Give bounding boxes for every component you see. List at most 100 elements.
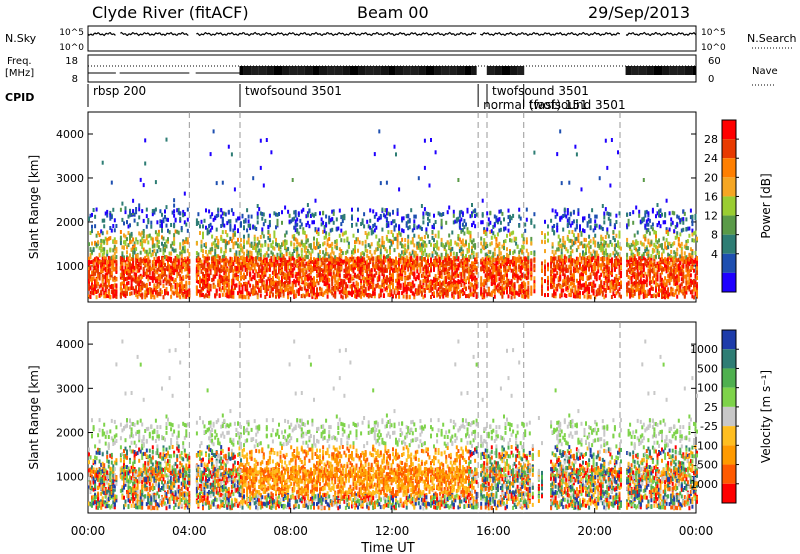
echo-cell xyxy=(223,224,225,228)
echo-cell xyxy=(132,254,134,258)
echo-cell xyxy=(366,235,368,239)
echo-cell xyxy=(102,287,104,291)
echo-cell xyxy=(243,252,245,256)
echo-cell xyxy=(178,208,180,212)
echo-cell xyxy=(383,241,385,245)
echo-cell xyxy=(292,285,294,289)
echo-cell xyxy=(153,295,155,299)
echo-cell xyxy=(201,244,203,248)
echo-cell xyxy=(260,166,262,170)
echo-cell xyxy=(410,208,412,212)
echo-cell xyxy=(447,292,449,296)
echo-cell xyxy=(111,215,113,219)
echo-cell xyxy=(384,259,386,263)
echo-cell xyxy=(470,234,472,238)
echo-cell xyxy=(413,267,415,271)
echo-cell xyxy=(339,209,341,213)
echo-cell xyxy=(293,290,295,294)
echo-cell xyxy=(266,292,268,296)
echo-cell xyxy=(353,269,355,273)
echo-cell xyxy=(395,223,397,227)
echo-cell xyxy=(257,212,259,216)
echo-cell xyxy=(103,251,105,255)
echo-cell xyxy=(188,276,190,280)
echo-cell xyxy=(374,152,376,156)
echo-cell xyxy=(184,249,186,253)
echo-cell xyxy=(328,232,330,236)
echo-cell xyxy=(354,246,356,250)
echo-cell xyxy=(272,240,274,244)
echo-cell xyxy=(216,181,218,185)
echo-cell xyxy=(114,228,116,232)
echo-cell xyxy=(153,243,155,247)
echo-cell xyxy=(321,217,323,221)
echo-cell xyxy=(435,286,437,290)
echo-cell xyxy=(289,280,291,284)
echo-cell xyxy=(363,212,365,216)
echo-cell xyxy=(181,281,183,285)
echo-cell xyxy=(108,291,110,295)
echo-cell xyxy=(232,291,234,295)
echo-cell xyxy=(378,129,380,133)
echo-cell xyxy=(316,238,318,242)
echo-cell xyxy=(333,221,335,225)
freq-tick-bottom: 8 xyxy=(72,74,78,85)
echo-cell xyxy=(156,249,158,253)
echo-cell xyxy=(356,223,358,227)
echo-cell xyxy=(395,294,397,298)
echo-cell xyxy=(94,224,96,228)
echo-cell xyxy=(205,250,207,254)
echo-cell xyxy=(354,249,356,253)
echo-cell xyxy=(210,284,212,288)
echo-cell xyxy=(143,183,145,187)
echo-cell xyxy=(106,275,108,279)
echo-cell xyxy=(451,247,453,251)
echo-cell xyxy=(413,243,415,247)
echo-cell xyxy=(173,204,175,208)
echo-cell xyxy=(178,260,180,264)
echo-cell xyxy=(400,260,402,264)
echo-cell xyxy=(143,267,145,271)
echo-cell xyxy=(161,224,163,228)
echo-cell xyxy=(225,249,227,253)
echo-cell xyxy=(394,248,396,252)
echo-cell xyxy=(301,287,303,291)
echo-cell xyxy=(125,206,127,210)
echo-cell xyxy=(463,275,465,279)
echo-cell xyxy=(460,283,462,287)
echo-cell xyxy=(450,252,452,256)
echo-cell xyxy=(120,241,122,245)
echo-cell xyxy=(429,253,431,257)
echo-cell xyxy=(143,231,145,235)
echo-cell xyxy=(120,208,122,212)
echo-cell xyxy=(115,249,117,253)
echo-cell xyxy=(330,272,332,276)
echo-cell xyxy=(400,233,402,237)
echo-cell xyxy=(395,152,397,156)
echo-cell xyxy=(328,278,330,282)
echo-cell xyxy=(166,205,168,209)
nsky-label: N.Sky xyxy=(5,32,37,45)
echo-cell xyxy=(331,217,333,221)
echo-cell xyxy=(462,239,464,243)
echo-cell xyxy=(386,181,388,185)
cpid-segment-label: twofsound 3501 xyxy=(529,98,626,112)
echo-cell xyxy=(204,219,206,223)
echo-cell xyxy=(232,295,234,299)
echo-cell xyxy=(389,249,391,253)
echo-cell xyxy=(383,294,385,298)
echo-cell xyxy=(257,220,259,224)
range-time-plot: Clyde River (fitACF) Beam 00 29/Sep/2013… xyxy=(0,0,800,554)
echo-cell xyxy=(457,243,459,247)
echo-cell xyxy=(386,217,388,221)
echo-cell xyxy=(313,237,315,241)
echo-cell xyxy=(375,235,377,239)
echo-cell xyxy=(222,293,224,297)
echo-cell xyxy=(248,215,250,219)
echo-cell xyxy=(229,223,231,227)
echo-cell xyxy=(263,234,265,238)
echo-cell xyxy=(216,228,218,232)
echo-cell xyxy=(173,209,175,213)
echo-cell xyxy=(243,235,245,239)
